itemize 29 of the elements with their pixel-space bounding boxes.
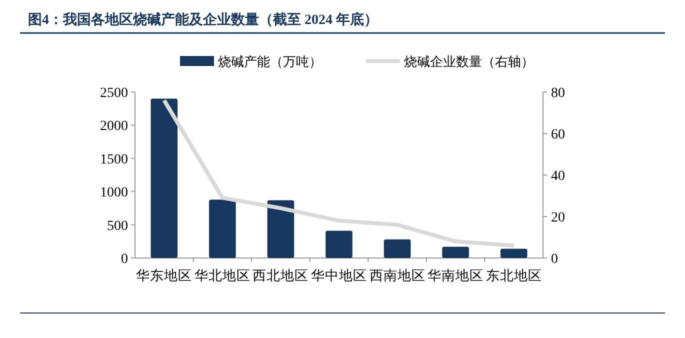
- y-tick-label: 2500: [100, 86, 128, 101]
- chart-title: 图4：我国各地区烧碱产能及企业数量（截至 2024 年底）: [28, 11, 378, 28]
- y-tick-label: 1000: [100, 186, 128, 201]
- x-tick-label: 东北地区: [486, 268, 542, 283]
- y2-tick-label: 40: [551, 169, 565, 184]
- x-tick-label: 西北地区: [252, 268, 309, 283]
- y2-tick-label: 60: [551, 128, 565, 142]
- y-tick-label: 0: [121, 252, 128, 267]
- legend-label: 烧碱企业数量（右轴）: [404, 54, 534, 69]
- y-tick-label: 2000: [100, 119, 128, 134]
- x-tick-label: 华南地区: [428, 268, 484, 283]
- x-tick-label: 华中地区: [311, 268, 367, 283]
- bar: [267, 200, 294, 258]
- bar: [209, 200, 236, 258]
- bar: [150, 98, 178, 258]
- x-tick-label: 华北地区: [194, 268, 250, 283]
- y-tick-label: 500: [107, 218, 128, 234]
- y2-tick-label: 80: [551, 86, 565, 101]
- bar: [500, 248, 528, 258]
- bar: [384, 239, 411, 258]
- line-series: [162, 98, 516, 248]
- y2-tick-label: 20: [551, 210, 565, 226]
- x-tick-label: 西南地区: [369, 268, 426, 283]
- legend-label: 烧碱产能（万吨）: [218, 54, 322, 69]
- y-tick-label: 1500: [100, 152, 128, 168]
- x-tick-label: 华东地区: [136, 268, 192, 283]
- y2-tick-label: 0: [551, 252, 558, 267]
- bar: [442, 246, 469, 258]
- bar: [326, 230, 352, 258]
